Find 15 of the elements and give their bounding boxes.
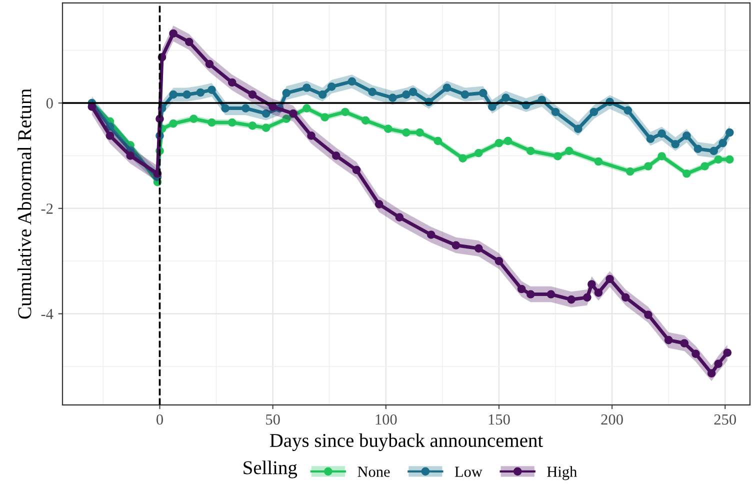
x-tick-label: 100 — [376, 414, 397, 425]
legend-label: None — [358, 466, 390, 477]
x-tick-label: 0 — [156, 414, 163, 425]
y-tick-label: -2 — [41, 204, 53, 214]
x-tick-label: 200 — [601, 414, 623, 425]
x-tick-label: 50 — [266, 414, 280, 425]
x-tick-label: 250 — [714, 414, 736, 425]
legend-label: High — [547, 466, 577, 480]
x-axis-title: Days since buyback announcement — [270, 433, 543, 452]
y-tick-label: -4 — [41, 308, 54, 320]
y-axis-title: Cumulative Abnormal Return — [18, 88, 32, 319]
legend-label: Low — [454, 466, 482, 477]
x-tick-label: 150 — [488, 414, 510, 425]
legend-title: Selling — [244, 460, 298, 478]
y-tick-label: 0 — [46, 98, 53, 108]
